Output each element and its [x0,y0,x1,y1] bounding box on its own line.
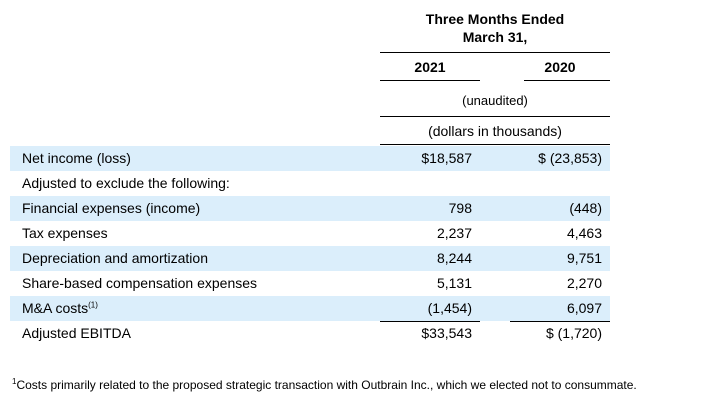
units-rule [380,144,610,145]
year-rule-2020 [524,80,610,81]
row-label: Financial expenses (income) [22,200,201,216]
table-row: Depreciation and amortization 8,244 9,751 [10,246,610,271]
value-2021: 5,131 [436,275,472,291]
table-row: M&A costs(1) (1,454) 6,097 [10,296,610,321]
table-row: Share-based compensation expenses 5,131 2,… [10,271,610,296]
value-2021: (1,454) [427,300,472,316]
value-2020: 2,270 [566,275,602,291]
unaudited-rule [380,116,610,117]
unaudited-label: (unaudited) [462,93,528,108]
column-header-2020: 2020 [544,59,576,75]
row-footnote-ref: (1) [88,300,98,310]
table-row: Tax expenses 2,237 4,463 [10,221,610,246]
value-2021: 2,237 [436,225,472,241]
row-label: Depreciation and amortization [22,250,208,266]
table-row: Net income (loss) $18,587 $ (23,853) [10,146,610,171]
units-label: (dollars in thousands) [428,123,562,139]
header-rule [380,52,610,53]
footnote-text: Costs primarily related to the proposed … [16,378,637,392]
row-label-wrap: M&A costs(1) [22,300,98,316]
footnote: 1Costs primarily related to the proposed… [12,377,637,393]
row-label: Share-based compensation expenses [22,275,258,291]
row-label: Tax expenses [22,225,108,241]
value-2021: $33,543 [421,325,472,341]
value-2020: $ (1,720) [545,325,602,341]
value-2020: 4,463 [566,225,602,241]
year-rule-2021 [380,80,480,81]
total-rule-2021 [380,321,480,322]
row-label: Adjusted EBITDA [22,325,131,341]
row-label: M&A costs [22,300,89,316]
value-2021: $18,587 [421,150,472,166]
row-label: Adjusted to exclude the following: [22,175,230,191]
period-line-1: Three Months Ended [425,11,565,27]
value-2021: 8,244 [436,250,472,266]
total-rule-2020 [510,321,610,322]
column-header-2021: 2021 [414,59,446,75]
table-row: Adjusted to exclude the following: [10,171,610,196]
value-2020: 9,751 [566,250,602,266]
table-row: Financial expenses (income) 798 (448) [10,196,610,221]
footnote-marker: 1 [12,377,17,386]
value-2020: 6,097 [566,300,602,316]
value-2021: 798 [448,200,472,216]
table-row: Adjusted EBITDA $33,543 $ (1,720) [10,321,610,346]
period-header: Three Months Ended March 31, [380,10,610,46]
row-label: Net income (loss) [22,150,131,166]
value-2020: (448) [569,200,602,216]
value-2020: $ (23,853) [538,150,602,166]
period-line-2: March 31, [462,29,528,45]
